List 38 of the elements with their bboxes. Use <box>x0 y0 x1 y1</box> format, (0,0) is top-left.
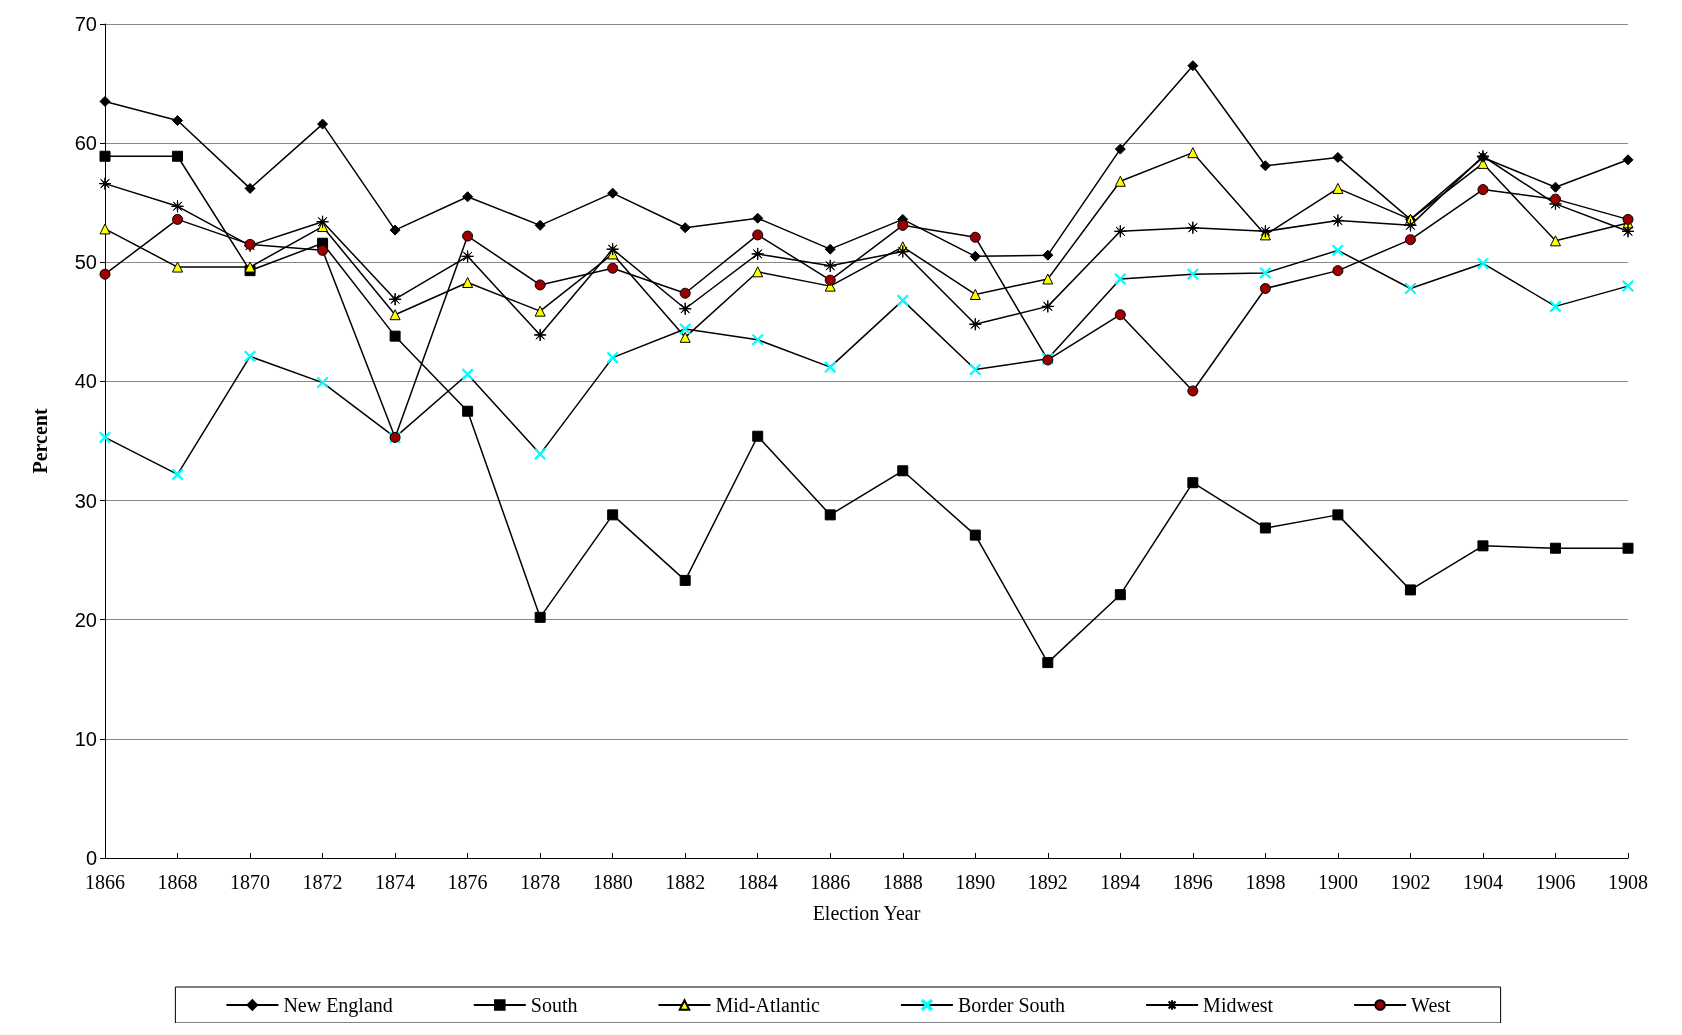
y-tick-label: 0 <box>85 847 97 869</box>
x-tick-label: 1902 <box>1390 871 1431 893</box>
x-tick-label: 1882 <box>665 871 706 893</box>
x-tick-label: 1892 <box>1027 871 1068 893</box>
x-tick-label: 1904 <box>1462 871 1503 893</box>
x-tick-label: 1906 <box>1535 871 1576 893</box>
legend-label: Midwest <box>1203 994 1274 1016</box>
x-tick-label: 1908 <box>1608 871 1648 893</box>
legend-label: West <box>1411 994 1452 1016</box>
y-tick-label: 40 <box>74 370 97 393</box>
x-tick-label: 1880 <box>592 871 633 893</box>
x-tick-label: 1894 <box>1100 871 1141 893</box>
x-tick-label: 1898 <box>1245 871 1286 893</box>
x-tick-label: 1900 <box>1317 871 1358 893</box>
x-tick-label: 1886 <box>810 871 851 893</box>
legend-label: Mid-Atlantic <box>715 994 821 1016</box>
x-tick-label: 1870 <box>230 871 271 893</box>
x-tick-label: 1878 <box>520 871 561 893</box>
x-tick-label: 1890 <box>955 871 996 893</box>
x-tick-label: 1872 <box>302 871 343 893</box>
x-tick-label: 1874 <box>375 871 416 893</box>
legend-label: Border South <box>957 994 1066 1016</box>
legend-label: New England <box>283 994 393 1017</box>
y-tick-label: 30 <box>74 489 97 512</box>
y-tick-label: 50 <box>74 251 97 274</box>
y-axis-title: Percent <box>29 408 51 474</box>
y-tick-label: 70 <box>74 13 97 35</box>
x-tick-label: 1884 <box>737 871 778 893</box>
x-tick-label: 1868 <box>157 871 198 893</box>
x-tick-label: 1866 <box>85 871 125 893</box>
x-tick-label: 1888 <box>882 871 923 893</box>
y-tick-label: 60 <box>74 132 97 155</box>
x-tick-label: 1876 <box>447 871 488 893</box>
y-tick-label: 20 <box>74 608 97 631</box>
legend-label: South <box>530 994 578 1016</box>
x-tick-label: 1896 <box>1172 871 1213 893</box>
y-tick-label: 10 <box>74 727 97 750</box>
x-axis-title: Election Year <box>812 902 921 924</box>
